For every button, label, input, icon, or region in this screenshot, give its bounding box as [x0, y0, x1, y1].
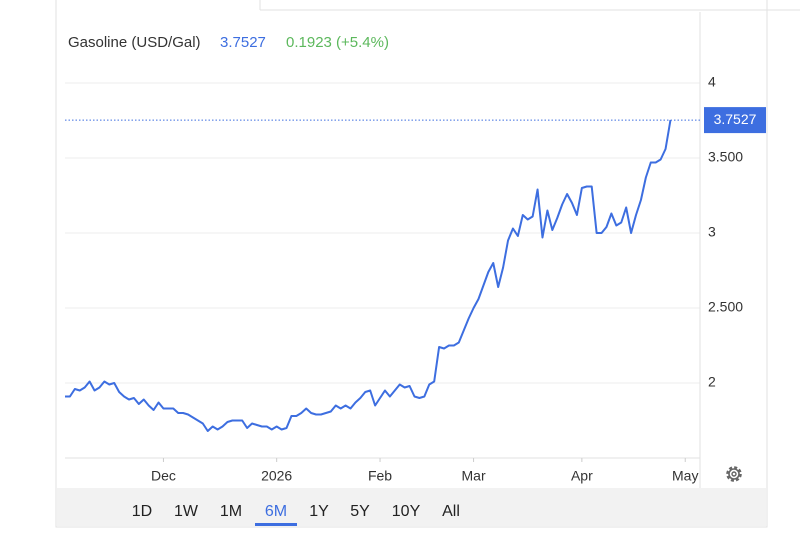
- range-button[interactable]: 1Y: [309, 503, 329, 520]
- range-button[interactable]: 6M: [265, 503, 287, 520]
- y-tick-label: 3.500: [708, 149, 743, 165]
- price: 3.7527: [220, 34, 266, 51]
- y-tick-label: 3: [708, 224, 716, 240]
- range-button[interactable]: 1M: [220, 503, 242, 520]
- range-button[interactable]: 1W: [174, 503, 199, 520]
- title: Gasoline (USD/Gal): [68, 34, 201, 51]
- active-underline: [255, 523, 297, 526]
- range-bar: [57, 488, 766, 526]
- range-button[interactable]: 10Y: [392, 503, 421, 520]
- card: [55, 0, 768, 528]
- last-value-box: [704, 107, 766, 134]
- gear-icon[interactable]: [726, 466, 742, 482]
- range-button[interactable]: All: [442, 503, 460, 520]
- y-tick-label: 4: [708, 74, 716, 90]
- last-value-label: 3.7527: [714, 111, 757, 127]
- x-tick-label: Mar: [462, 468, 486, 484]
- x-tick-label: May: [672, 468, 698, 484]
- y-tick-label: 2.500: [708, 299, 743, 315]
- range-button[interactable]: 5Y: [350, 503, 370, 520]
- x-tick-label: Apr: [571, 468, 593, 484]
- price-line: [65, 119, 672, 432]
- y-tick-label: 2: [708, 374, 716, 390]
- range-button[interactable]: 1D: [132, 503, 152, 520]
- x-tick-label: Dec: [151, 468, 176, 484]
- x-tick-label: 2026: [261, 468, 292, 484]
- x-tick-label: Feb: [368, 468, 392, 484]
- change: 0.1923 (+5.4%): [286, 34, 389, 51]
